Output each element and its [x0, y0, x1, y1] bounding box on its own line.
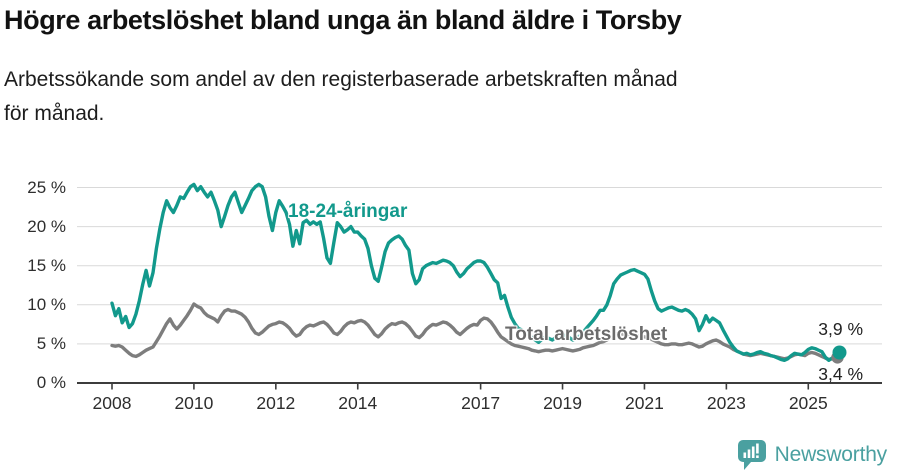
end-value-youth: 3,9 % — [818, 319, 863, 339]
chart-subtitle: Arbetssökande som andel av den registerb… — [4, 68, 678, 125]
x-tick-label: 2014 — [338, 393, 378, 413]
x-tick-label: 2021 — [624, 393, 664, 413]
x-tick-label: 2025 — [788, 393, 828, 413]
y-tick-label: 15 % — [27, 255, 66, 275]
newsworthy-wordmark: Newsworthy — [774, 443, 888, 466]
end-dot — [832, 345, 847, 360]
x-tick-label: 2017 — [461, 393, 501, 413]
chart-title: Högre arbetslöshet bland unga än bland ä… — [4, 5, 682, 35]
x-tick-label: 2023 — [706, 393, 746, 413]
y-tick-label: 0 % — [36, 373, 66, 392]
newsworthy-brand: Newsworthy — [737, 438, 887, 472]
y-tick-label: 5 % — [36, 333, 66, 353]
newsworthy-logo-icon — [737, 439, 766, 470]
y-tick-label: 10 % — [27, 294, 66, 314]
end-value-total: 3,4 % — [818, 364, 863, 384]
series-line — [110, 182, 841, 362]
series-label-total: Total arbetslöshet — [505, 324, 668, 345]
y-tick-label: 25 % — [27, 177, 66, 197]
series-label-youth: 18-24-åringar — [288, 201, 408, 222]
series-line — [110, 302, 841, 362]
x-tick-label: 2012 — [256, 393, 296, 413]
x-tick-label: 2019 — [543, 393, 582, 413]
x-tick-label: 2010 — [174, 393, 214, 413]
y-tick-label: 20 % — [27, 216, 66, 236]
x-tick-label: 2008 — [92, 393, 132, 413]
